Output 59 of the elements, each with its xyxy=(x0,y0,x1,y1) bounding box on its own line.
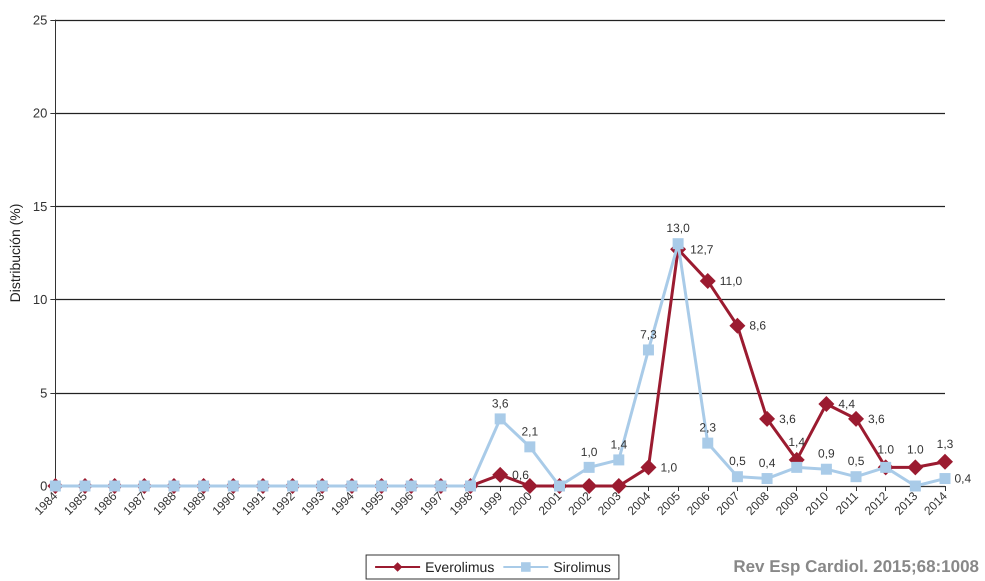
legend-label: Everolimus xyxy=(425,559,494,575)
y-axis-title: Distribución (%) xyxy=(7,204,23,302)
data-label: 0,4 xyxy=(954,472,972,486)
data-label: 1,4 xyxy=(788,434,806,449)
data-label: 3,6 xyxy=(868,412,886,426)
point xyxy=(610,478,627,494)
data-label: 3,6 xyxy=(492,396,509,410)
point xyxy=(581,478,598,494)
data-label: 12,7 xyxy=(690,242,714,256)
data-label: 1,3 xyxy=(936,436,954,451)
point xyxy=(937,454,953,470)
data-label: 3,6 xyxy=(779,412,796,426)
point xyxy=(820,464,832,475)
text: Rev Esp Cardiol. 2015;68:1008 xyxy=(733,557,979,576)
point xyxy=(791,462,802,473)
data-label: 0,9 xyxy=(818,446,836,461)
point xyxy=(613,454,624,466)
point xyxy=(848,410,864,427)
data-label: 13,0 xyxy=(666,221,690,236)
y-tick-label: 5 xyxy=(40,385,48,400)
y-tick-label: 25 xyxy=(32,12,48,28)
point xyxy=(642,344,654,356)
point xyxy=(729,318,746,334)
point xyxy=(672,238,684,250)
data-label: 8,6 xyxy=(749,318,766,333)
point xyxy=(702,438,714,449)
legend-label: Sirolimus xyxy=(553,559,611,575)
data-label: 2,3 xyxy=(699,420,716,435)
point xyxy=(584,462,595,473)
y-tick-label: 0 xyxy=(40,478,48,494)
data-label: 1,0 xyxy=(580,444,598,459)
point xyxy=(850,471,862,482)
data-label: 4,4 xyxy=(838,396,856,411)
point xyxy=(494,413,506,424)
data-label: 1.0 xyxy=(907,442,924,456)
data-label: 11,0 xyxy=(720,274,743,288)
y-tick-label: 15 xyxy=(32,198,48,214)
point xyxy=(492,466,508,483)
point xyxy=(700,272,716,289)
data-label: 1,0 xyxy=(660,460,678,474)
data-label: 2,1 xyxy=(521,424,538,438)
point xyxy=(732,471,743,482)
data-label: 0,5 xyxy=(848,454,865,468)
data-label: 0,5 xyxy=(729,454,746,468)
y-tick-label: 20 xyxy=(32,106,48,121)
point xyxy=(818,396,834,412)
point xyxy=(640,459,656,476)
point xyxy=(759,410,776,427)
y-tick-label: 10 xyxy=(32,292,48,308)
point xyxy=(762,473,773,484)
point xyxy=(940,473,950,484)
point xyxy=(910,480,921,492)
point xyxy=(524,441,536,452)
data-label: 7,3 xyxy=(640,327,658,342)
data-label: 1.0 xyxy=(877,442,894,456)
data-label: 1,4 xyxy=(610,437,628,452)
data-label: 0,4 xyxy=(758,456,776,470)
point xyxy=(907,459,924,476)
data-label: 0,6 xyxy=(512,468,530,482)
